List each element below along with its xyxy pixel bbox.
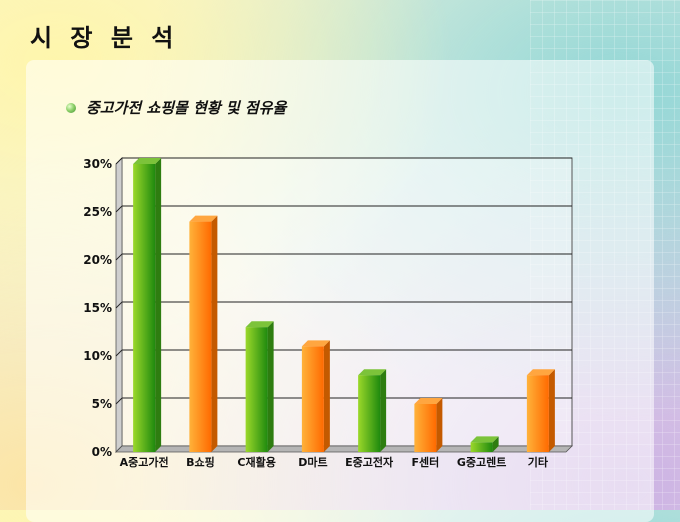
bar-side bbox=[211, 215, 218, 452]
bar-front bbox=[133, 164, 156, 452]
bar-top bbox=[301, 340, 330, 347]
bar bbox=[301, 340, 330, 452]
x-tick-label: C재활용 bbox=[237, 455, 275, 469]
y-tick-label: 5% bbox=[92, 397, 112, 411]
x-tick-label: F센터 bbox=[411, 455, 439, 469]
gridline-depth bbox=[115, 349, 123, 357]
y-tick-label: 20% bbox=[83, 253, 112, 267]
bar-top bbox=[189, 215, 218, 222]
bar-top bbox=[133, 158, 162, 164]
bar bbox=[526, 369, 555, 452]
y-tick-label: 0% bbox=[92, 445, 112, 459]
bullet-icon bbox=[66, 103, 76, 113]
bar-front bbox=[470, 442, 493, 452]
bar-side bbox=[492, 436, 499, 452]
x-tick-label: A중고가전 bbox=[120, 455, 169, 469]
y-tick-label: 30% bbox=[83, 157, 112, 171]
x-tick-label: E중고전자 bbox=[345, 455, 394, 469]
bar-side bbox=[380, 369, 387, 452]
bar-side bbox=[155, 158, 162, 452]
bar-top bbox=[245, 321, 274, 328]
x-tick-label: B쇼핑 bbox=[186, 455, 215, 469]
bar-chart: 0% 5% 10% 15% 20% 25% 30% A중고가전 B쇼핑 C재활용 D마트 E중고전자 F… bbox=[83, 157, 573, 469]
bar-side bbox=[548, 369, 555, 452]
gridline-depth bbox=[115, 253, 123, 261]
bar-top bbox=[358, 369, 387, 376]
bar-front bbox=[414, 404, 437, 452]
bar-top bbox=[470, 436, 499, 443]
slide-title: 시 장 분 석 bbox=[30, 24, 179, 52]
x-tick-label: G중고렌트 bbox=[457, 455, 507, 469]
y-tick-label: 15% bbox=[83, 301, 112, 315]
bar bbox=[189, 215, 218, 452]
x-tick-label: 기타 bbox=[528, 455, 549, 469]
bar-side bbox=[267, 321, 274, 452]
x-tick-label: D마트 bbox=[298, 455, 327, 469]
bar-front bbox=[245, 327, 268, 452]
bar-front bbox=[301, 346, 324, 452]
y-tick-label: 10% bbox=[83, 349, 112, 363]
bar-top bbox=[526, 369, 555, 376]
bar bbox=[133, 158, 162, 452]
gridline-depth bbox=[115, 301, 123, 309]
bar-front bbox=[526, 375, 549, 452]
bar bbox=[470, 436, 499, 452]
gridline-depth bbox=[115, 397, 123, 405]
chart-floor bbox=[115, 445, 573, 453]
gridline-depth bbox=[115, 157, 123, 165]
bar-front bbox=[189, 221, 212, 452]
bar bbox=[414, 398, 443, 452]
bar-side bbox=[436, 398, 443, 452]
gridline-depth bbox=[115, 205, 123, 213]
bar-side bbox=[323, 340, 330, 452]
chart-subtitle: 중고가전 쇼핑몰 현황 및 점유율 bbox=[86, 99, 287, 117]
bar-top bbox=[414, 398, 443, 404]
bar bbox=[358, 369, 387, 452]
bar-front bbox=[358, 375, 381, 452]
y-tick-label: 25% bbox=[83, 205, 112, 219]
bar bbox=[245, 321, 274, 452]
